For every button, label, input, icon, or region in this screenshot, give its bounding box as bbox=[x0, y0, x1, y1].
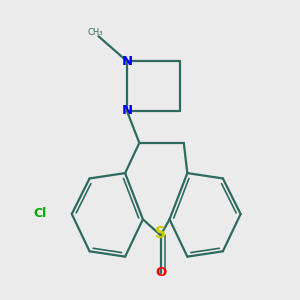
Text: Cl: Cl bbox=[33, 208, 46, 220]
Text: CH₃: CH₃ bbox=[87, 28, 103, 37]
Text: N: N bbox=[121, 104, 133, 117]
Text: S: S bbox=[155, 226, 166, 241]
Text: O: O bbox=[155, 266, 166, 279]
Text: N: N bbox=[121, 55, 133, 68]
